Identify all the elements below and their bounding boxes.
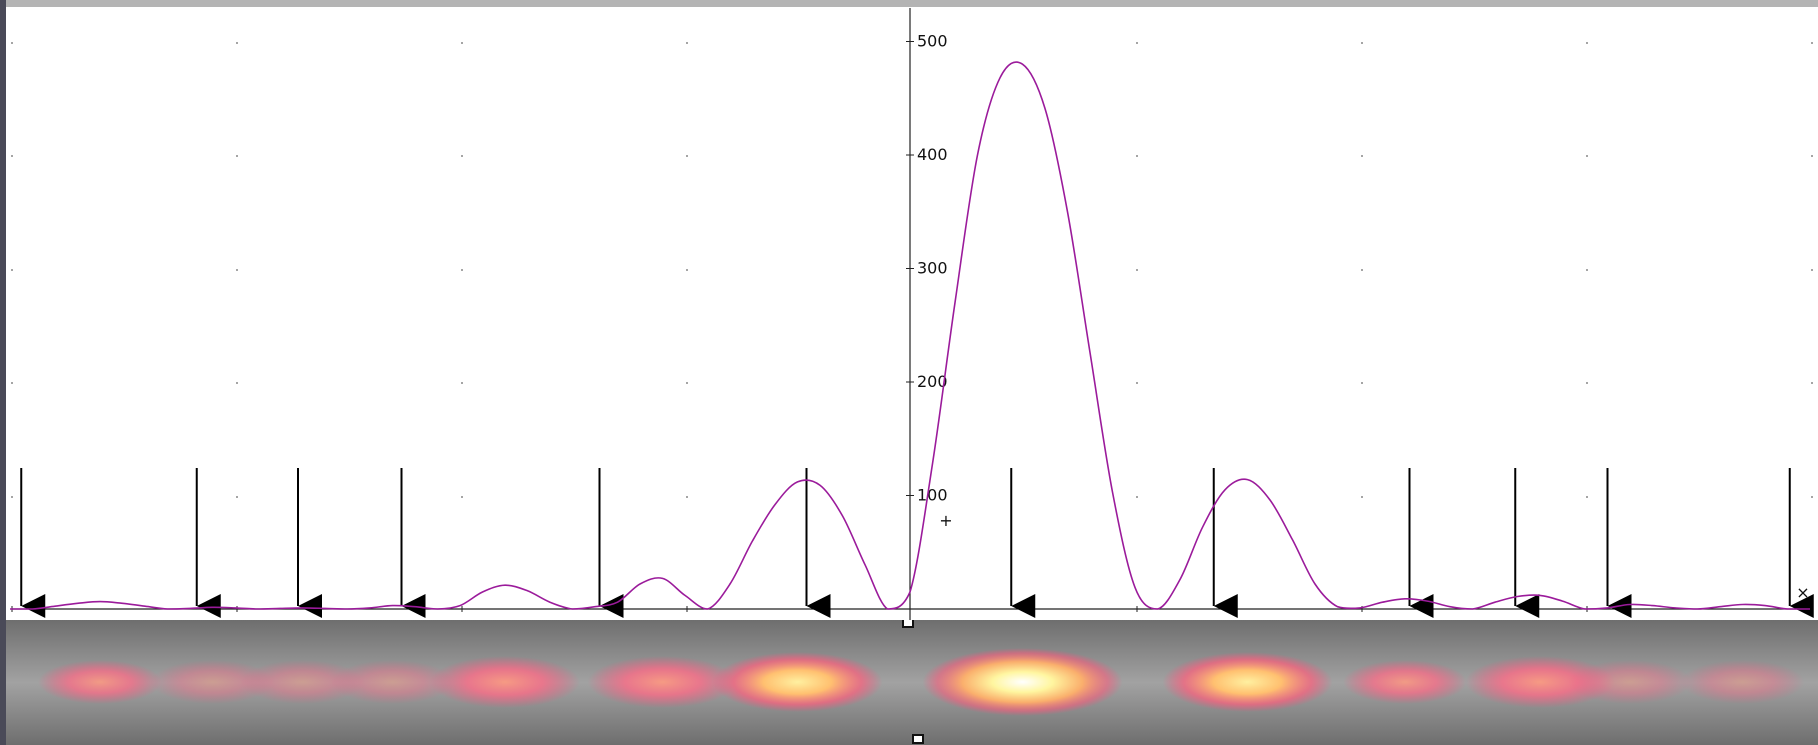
grid-dot <box>1361 42 1363 44</box>
grid-dot <box>461 382 463 384</box>
cursor-crosshair-icon: + <box>939 511 952 530</box>
grid-dot <box>11 382 13 384</box>
diffraction-spot <box>587 656 738 708</box>
grid-dot <box>11 496 13 498</box>
diffraction-spot <box>1343 660 1467 704</box>
grid-dot <box>1136 496 1138 498</box>
strip-bottom-handle[interactable] <box>912 734 924 744</box>
plot-area: 100 200 300 400 500 + × <box>9 8 1814 620</box>
y-ticks: 100 200 300 400 500 <box>11 32 1813 612</box>
grid-dot <box>1586 496 1588 498</box>
grid-dot <box>1361 496 1363 498</box>
diffraction-spot <box>922 648 1123 716</box>
diffraction-spot <box>330 660 455 704</box>
y-tick-label: 400 <box>917 145 948 164</box>
grid-dot <box>11 269 13 271</box>
grid-dot <box>686 269 688 271</box>
grid-dot <box>11 42 13 44</box>
grid-dot <box>461 269 463 271</box>
grid-dot <box>1361 155 1363 157</box>
y-tick-label: 300 <box>917 259 948 278</box>
grid-dots <box>11 42 1813 498</box>
axes <box>12 8 1812 620</box>
grid-dot <box>1811 155 1813 157</box>
diffraction-spot <box>38 660 162 704</box>
grid-dot <box>461 155 463 157</box>
grid-dot <box>461 42 463 44</box>
grid-dot <box>1136 269 1138 271</box>
grid-dot <box>686 155 688 157</box>
grid-dot <box>236 155 238 157</box>
diffraction-spot <box>712 652 883 712</box>
minima-arrows <box>20 468 1814 618</box>
grid-dot <box>1136 155 1138 157</box>
grid-dot <box>1586 42 1588 44</box>
diffraction-spot <box>430 656 580 708</box>
grid-dot <box>236 496 238 498</box>
grid-dot <box>236 382 238 384</box>
grid-dot <box>1361 269 1363 271</box>
grid-dot <box>1361 382 1363 384</box>
grid-dot <box>1811 269 1813 271</box>
diffraction-spot <box>1680 660 1805 704</box>
grid-dot <box>461 496 463 498</box>
top-border <box>0 0 1818 7</box>
grid-dot <box>686 382 688 384</box>
grid-dot <box>1586 155 1588 157</box>
diffraction-spot <box>1568 660 1692 704</box>
grid-dot <box>236 269 238 271</box>
y-tick-label: 100 <box>917 486 948 505</box>
diffraction-spot <box>1465 656 1615 708</box>
strip-top-handle[interactable] <box>902 620 914 628</box>
close-icon[interactable]: × <box>1796 583 1809 602</box>
grid-dot <box>1136 382 1138 384</box>
grid-dot <box>1586 269 1588 271</box>
grid-dot <box>11 155 13 157</box>
grid-dot <box>686 42 688 44</box>
left-border <box>0 0 6 745</box>
grid-dot <box>1586 382 1588 384</box>
grid-dot <box>1136 42 1138 44</box>
grid-dot <box>1811 496 1813 498</box>
y-tick-label: 500 <box>917 32 948 51</box>
diffraction-pattern-image <box>6 620 1818 745</box>
grid-dot <box>1811 42 1813 44</box>
diffraction-spot <box>1162 652 1333 712</box>
grid-dot <box>236 42 238 44</box>
grid-dot <box>686 496 688 498</box>
grid-dot <box>1811 382 1813 384</box>
y-tick-label: 200 <box>917 372 948 391</box>
diffraction-spot <box>150 660 275 704</box>
intensity-curve <box>9 61 1810 610</box>
diffraction-spot <box>240 660 365 704</box>
